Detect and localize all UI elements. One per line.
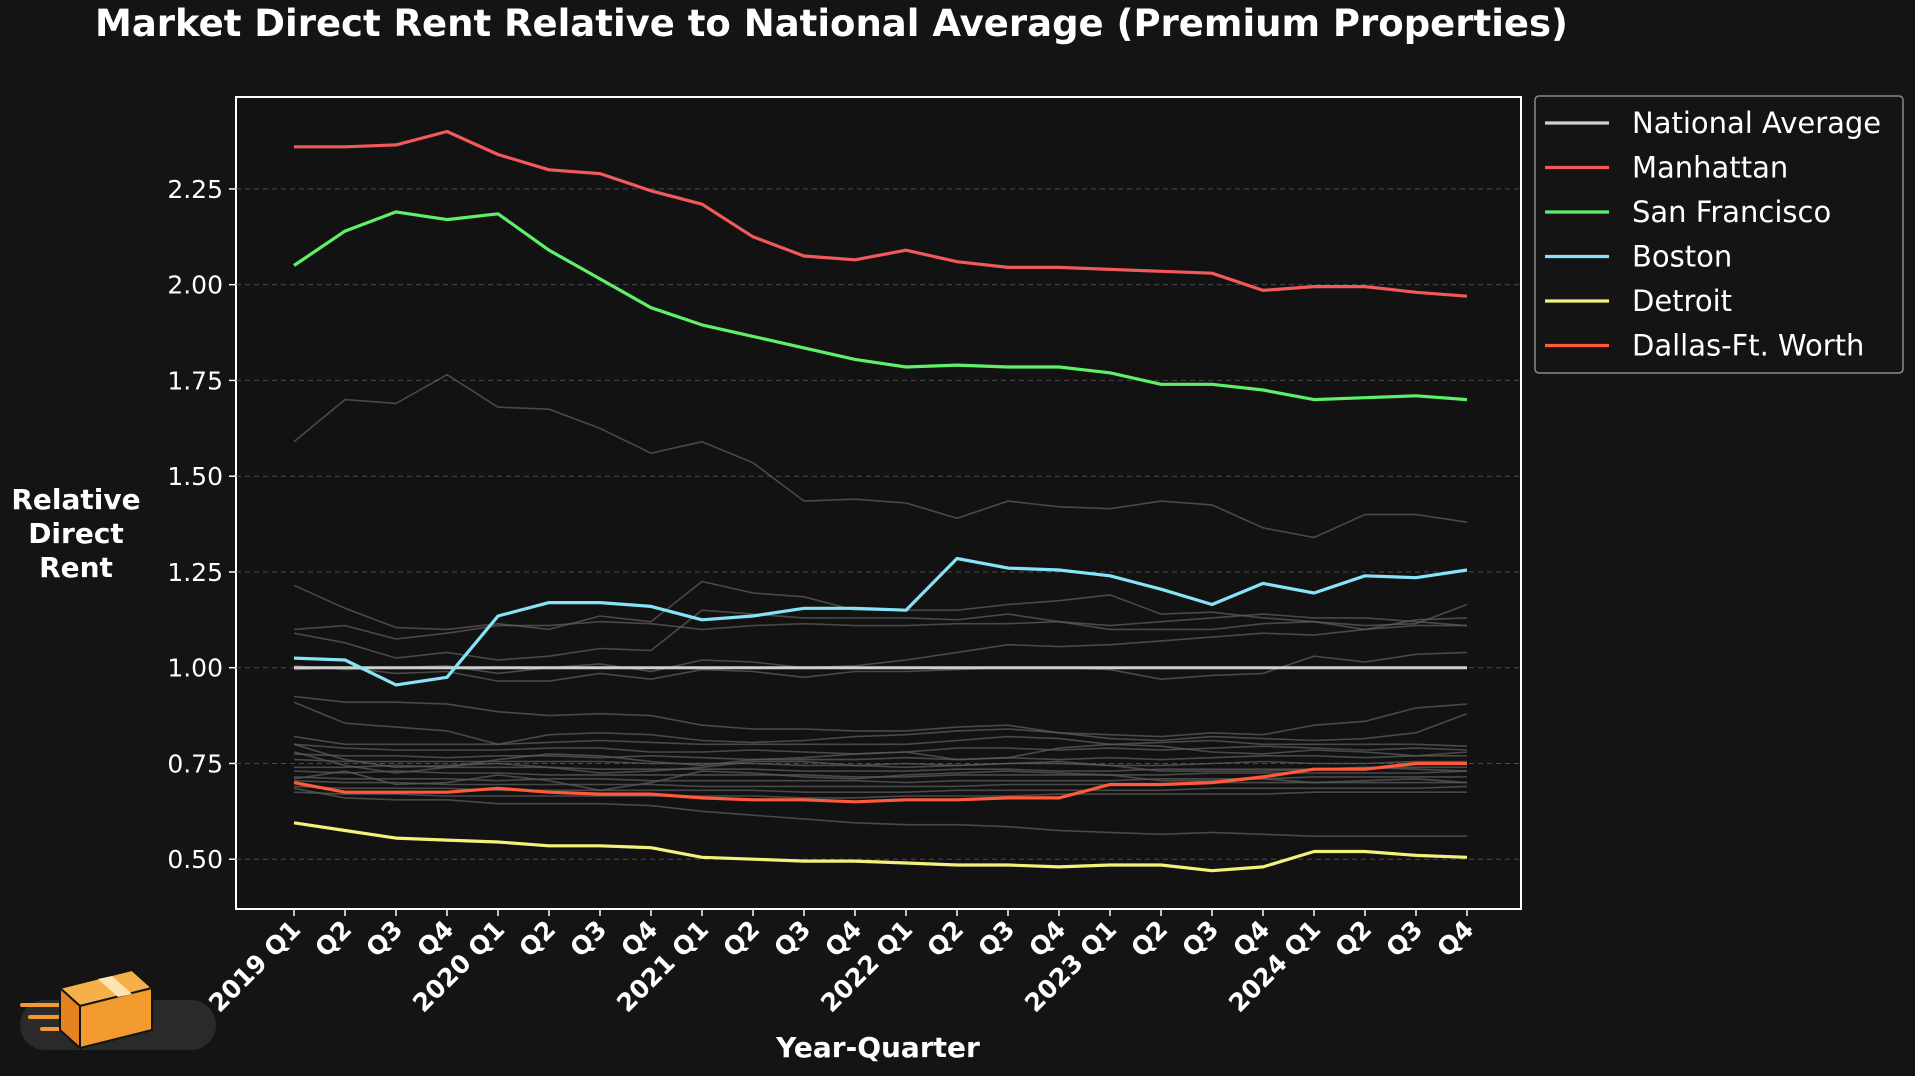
background-market-line: [293, 787, 1467, 838]
legend-label-national-average: National Average: [1632, 106, 1881, 140]
y-axis-ticks: 0.50 0.75 1.00 1.25 1.50 1.75 2.00 2.25: [167, 175, 236, 874]
legend: National Average Manhattan San Francisco Bo…: [1534, 95, 1904, 374]
series-line-san-francisco: [293, 210, 1468, 402]
y-axis-label: Relative Direct Rent: [11, 483, 140, 584]
background-market-line: [293, 770, 1468, 792]
series-line-detroit: [293, 821, 1468, 873]
series-line-boston: [293, 556, 1468, 687]
series-line-manhattan: [294, 129, 1468, 298]
background-market-line: [293, 617, 1468, 675]
legend-label-detroit: Detroit: [1632, 284, 1732, 318]
delivery-box-icon: [20, 968, 155, 1051]
y-tick-label: 1.25: [167, 558, 223, 587]
background-market-line: [293, 791, 1467, 799]
y-tick-label: 2.25: [167, 175, 223, 204]
background-market-line: [293, 735, 1468, 747]
highlighted-series: [293, 129, 1468, 873]
legend-box: [1534, 95, 1904, 374]
background-market-line: [293, 743, 1468, 774]
background-market-line: [293, 776, 1467, 784]
background-market-line: [293, 743, 1468, 774]
y-axis-label-line: Relative: [11, 483, 140, 516]
background-market-line: [293, 609, 1467, 661]
series-line-dallas-ft-worth: [293, 761, 1467, 804]
y-tick-label: 0.50: [167, 845, 223, 874]
y-tick-label: 2.00: [167, 271, 223, 300]
background-market-line: [293, 651, 1468, 682]
background-market-line: [293, 695, 1468, 738]
legend-label-manhattan: Manhattan: [1632, 151, 1788, 185]
background-market-line: [293, 753, 1467, 761]
x-axis-label: Year-Quarter: [775, 1031, 980, 1064]
chart-title: Market Direct Rent Relative to National …: [95, 2, 1568, 45]
background-market-line: [293, 779, 1467, 788]
legend-label-san-francisco: San Francisco: [1632, 195, 1831, 229]
background-market-line: [294, 764, 1467, 772]
y-tick-label: 0.75: [167, 749, 223, 778]
y-axis-label-line: Direct: [28, 517, 124, 550]
background-market-line: [293, 701, 1468, 746]
legend-label-boston: Boston: [1632, 240, 1732, 274]
y-tick-label: 1.75: [167, 366, 223, 395]
y-axis-label-line: Rent: [39, 551, 113, 584]
background-market-line: [293, 373, 1468, 539]
shipping-box-logo: [20, 968, 216, 1051]
legend-label-dallas-ft-worth: Dallas-Ft. Worth: [1632, 329, 1864, 363]
y-tick-label: 1.50: [167, 462, 223, 491]
y-tick-label: 1.00: [167, 654, 223, 683]
